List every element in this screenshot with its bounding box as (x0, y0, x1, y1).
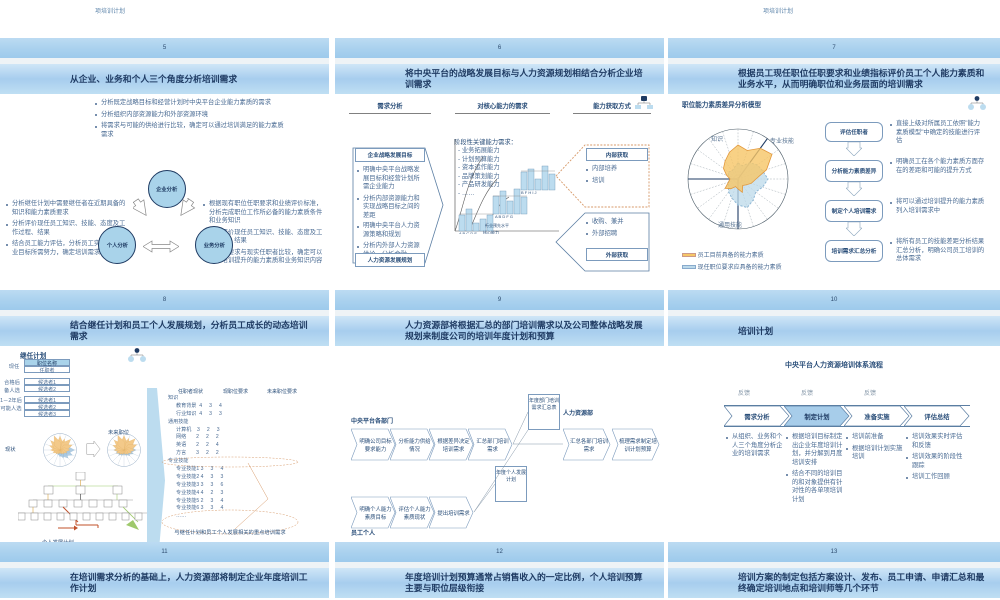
svg-text:A B D F G: A B D F G (495, 214, 513, 219)
svg-text:通用技能: 通用技能 (718, 221, 742, 229)
svg-text:A B C D E: A B C D E (459, 231, 477, 234)
svg-text:行业预先水平: 行业预先水平 (485, 222, 509, 228)
svg-text:知识: 知识 (711, 135, 723, 143)
svg-text:专业技能: 专业技能 (770, 137, 794, 145)
svg-text:B F H I J: B F H I J (521, 190, 537, 195)
svg-text:核心能力: 核心能力 (483, 229, 499, 234)
